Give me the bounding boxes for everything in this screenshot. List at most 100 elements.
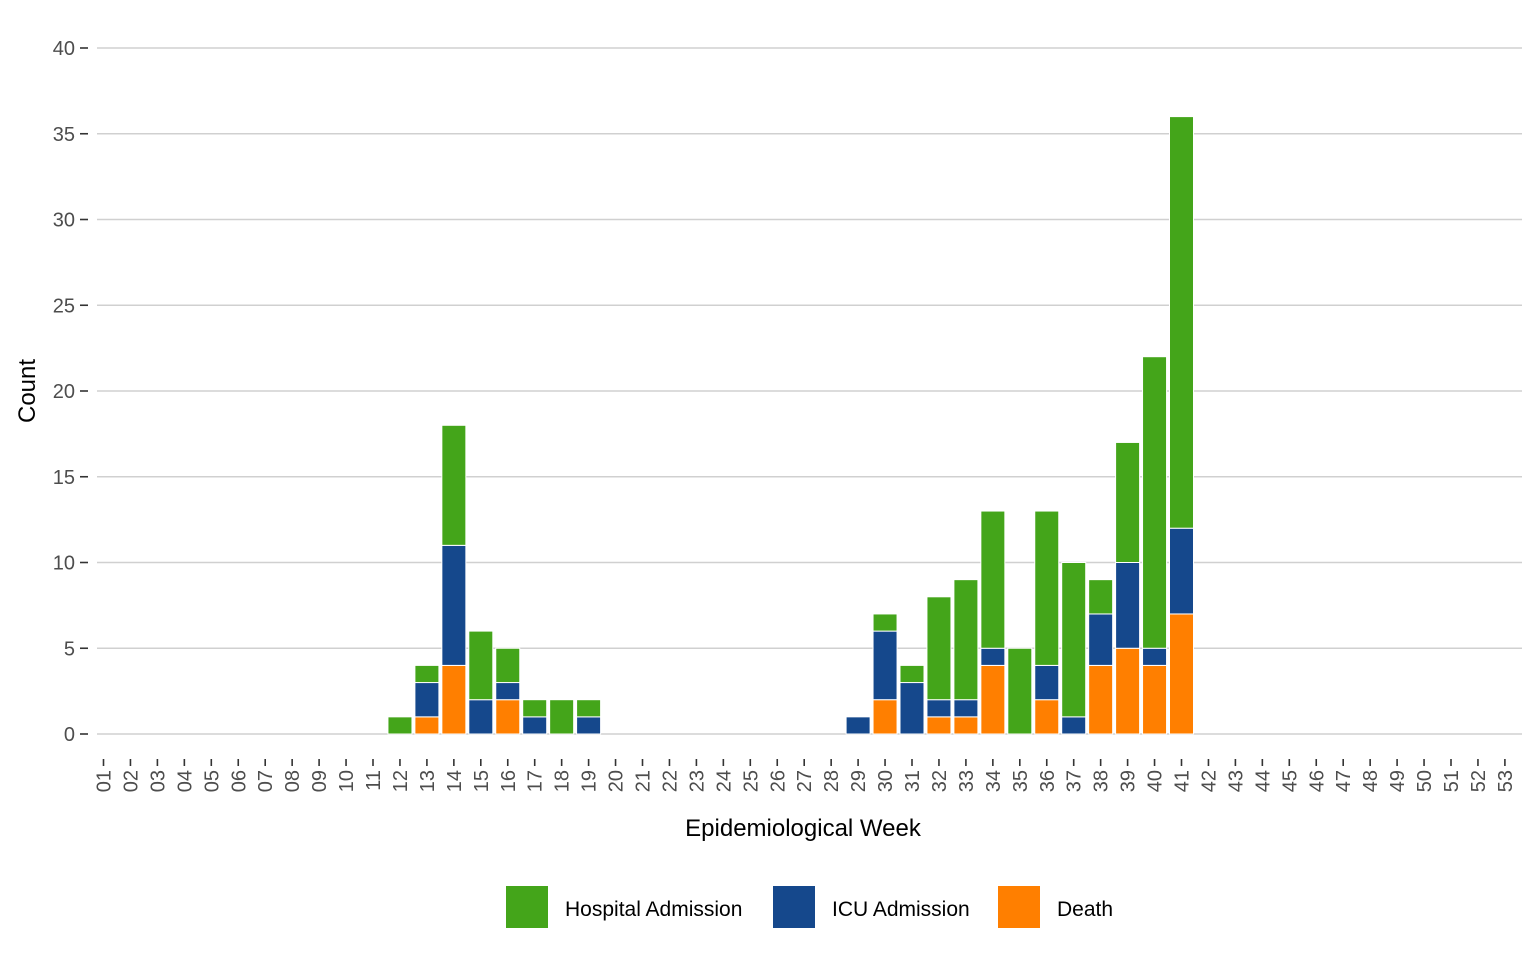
- bar-death-week-32: [926, 716, 952, 735]
- bar-hospital-admission-week-19: [576, 699, 602, 718]
- x-tick-label-07: 07: [255, 770, 277, 792]
- y-axis-title: Count: [14, 359, 41, 423]
- legend-swatch-death: [998, 886, 1040, 928]
- bar-death-week-13: [414, 716, 440, 735]
- x-tick-label-24: 24: [713, 770, 735, 792]
- bar-death-week-36: [1034, 699, 1060, 735]
- y-tick-label-20: 20: [53, 381, 75, 403]
- x-tick-label-09: 09: [309, 770, 331, 792]
- x-tick-label-53: 53: [1495, 770, 1517, 792]
- bar-hospital-admission-week-14: [441, 424, 467, 546]
- x-tick-label-28: 28: [821, 770, 843, 792]
- bar-icu-admission-week-32: [926, 699, 952, 718]
- bar-icu-admission-week-37: [1061, 716, 1087, 735]
- x-tick-label-06: 06: [228, 770, 250, 792]
- bar-icu-admission-week-41: [1169, 527, 1194, 615]
- bar-icu-admission-week-39: [1115, 562, 1141, 649]
- bar-icu-admission-week-34: [980, 647, 1006, 666]
- x-tick-label-05: 05: [201, 770, 223, 792]
- x-tick-label-42: 42: [1198, 770, 1220, 792]
- x-tick-label-15: 15: [471, 770, 493, 792]
- x-tick-label-38: 38: [1091, 770, 1113, 792]
- x-tick-label-33: 33: [956, 770, 978, 792]
- bar-death-week-34: [980, 664, 1006, 735]
- x-tick-label-13: 13: [417, 770, 439, 792]
- bar-hospital-admission-week-32: [926, 596, 952, 701]
- x-tick-label-41: 41: [1172, 770, 1194, 792]
- bar-icu-admission-week-40: [1142, 647, 1168, 666]
- x-tick-label-47: 47: [1333, 770, 1355, 792]
- x-tick-label-49: 49: [1387, 770, 1409, 792]
- bar-icu-admission-week-30: [872, 630, 898, 701]
- x-tick-label-51: 51: [1441, 770, 1463, 792]
- bar-hospital-admission-week-17: [522, 699, 548, 718]
- x-tick-label-31: 31: [902, 770, 924, 792]
- bar-icu-admission-week-13: [414, 682, 440, 718]
- y-tick-label-35: 35: [53, 124, 75, 146]
- bar-icu-admission-week-31: [899, 682, 925, 735]
- bar-icu-admission-week-15: [468, 699, 494, 735]
- bar-death-week-39: [1115, 647, 1141, 735]
- x-tick-label-19: 19: [579, 770, 601, 792]
- x-axis-title: Epidemiological Week: [685, 815, 922, 842]
- bar-death-week-40: [1142, 664, 1168, 735]
- x-tick-label-29: 29: [848, 770, 870, 792]
- bar-hospital-admission-week-41: [1169, 116, 1194, 529]
- x-tick-label-20: 20: [606, 770, 628, 792]
- bar-icu-admission-week-36: [1034, 664, 1060, 701]
- x-tick-label-17: 17: [525, 770, 547, 792]
- x-tick-label-45: 45: [1279, 770, 1301, 792]
- bar-hospital-admission-week-31: [899, 664, 925, 684]
- x-tick-label-18: 18: [552, 770, 574, 792]
- x-tick-label-37: 37: [1064, 770, 1086, 792]
- bar-icu-admission-week-29: [845, 716, 871, 735]
- x-tick-label-21: 21: [633, 770, 655, 792]
- x-tick-label-27: 27: [794, 770, 816, 792]
- y-axis: 0 5 10 15 20 25 30 35 40: [53, 38, 88, 746]
- bar-icu-admission-week-17: [522, 716, 548, 735]
- x-tick-label-02: 02: [120, 770, 142, 792]
- legend: Hospital Admission ICU Admission Death: [506, 886, 1113, 928]
- x-tick-label-16: 16: [498, 770, 520, 792]
- bar-hospital-admission-week-15: [468, 630, 494, 701]
- x-tick-label-48: 48: [1360, 770, 1382, 792]
- bar-hospital-admission-week-18: [549, 699, 575, 735]
- bars: [387, 116, 1194, 735]
- x-tick-label-34: 34: [983, 770, 1005, 792]
- x-tick-label-11: 11: [363, 770, 385, 791]
- x-tick-label-39: 39: [1118, 770, 1140, 792]
- x-tick-label-25: 25: [740, 770, 762, 792]
- legend-swatch-icu-admission: [773, 886, 815, 928]
- x-tick-label-30: 30: [875, 770, 897, 792]
- bar-death-week-33: [953, 716, 979, 735]
- bar-hospital-admission-week-33: [953, 579, 979, 701]
- x-tick-label-03: 03: [147, 770, 169, 792]
- y-tick-label-25: 25: [53, 295, 75, 317]
- y-tick-label-0: 0: [64, 724, 75, 746]
- bar-hospital-admission-week-13: [414, 664, 440, 684]
- bar-hospital-admission-week-38: [1088, 579, 1114, 615]
- legend-label-death: Death: [1057, 898, 1113, 921]
- x-tick-label-04: 04: [174, 770, 196, 792]
- y-tick-label-30: 30: [53, 210, 75, 232]
- bar-hospital-admission-week-12: [387, 716, 413, 735]
- x-tick-label-22: 22: [659, 770, 681, 792]
- bar-death-week-14: [441, 664, 467, 735]
- x-tick-label-50: 50: [1414, 770, 1436, 792]
- x-tick-label-32: 32: [929, 770, 951, 792]
- x-tick-label-46: 46: [1306, 770, 1328, 792]
- x-tick-label-23: 23: [686, 770, 708, 792]
- bar-hospital-admission-week-39: [1115, 441, 1141, 564]
- x-tick-label-36: 36: [1037, 770, 1059, 792]
- x-axis: 01 02 03 04 05 06 07 08 09 10 11 12 13 14 15 16 17 18 19 20…: [94, 759, 1517, 792]
- x-tick-label-26: 26: [767, 770, 789, 792]
- bar-hospital-admission-week-16: [495, 647, 521, 684]
- bar-hospital-admission-week-30: [872, 613, 898, 632]
- bar-icu-admission-week-33: [953, 699, 979, 718]
- y-tick-label-15: 15: [53, 467, 75, 489]
- x-tick-label-44: 44: [1252, 770, 1274, 792]
- x-tick-label-08: 08: [282, 770, 304, 792]
- bar-icu-admission-week-14: [441, 544, 467, 666]
